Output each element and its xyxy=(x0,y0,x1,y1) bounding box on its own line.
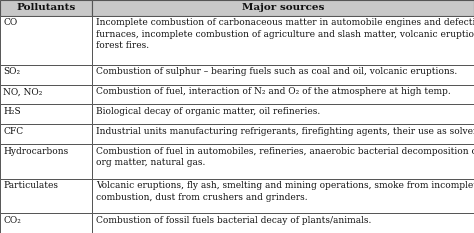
Text: Industrial units manufacturing refrigerants, firefighting agents, their use as s: Industrial units manufacturing refrigera… xyxy=(96,127,474,136)
Bar xyxy=(0,16,92,65)
Bar xyxy=(92,179,474,213)
Text: Volcanic eruptions, fly ash, smelting and mining operations, smoke from incomple: Volcanic eruptions, fly ash, smelting an… xyxy=(96,181,474,202)
Text: Combustion of sulphur – bearing fuels such as coal and oil, volcanic eruptions.: Combustion of sulphur – bearing fuels su… xyxy=(96,67,457,76)
Text: Combustion of fuel, interaction of N₂ and O₂ of the atmosphere at high temp.: Combustion of fuel, interaction of N₂ an… xyxy=(96,87,451,96)
Text: Combustion of fossil fuels bacterial decay of plants/animals.: Combustion of fossil fuels bacterial dec… xyxy=(96,216,371,225)
Text: Pollutants: Pollutants xyxy=(17,3,76,12)
Bar xyxy=(92,65,474,85)
Bar xyxy=(0,144,92,179)
Bar xyxy=(92,0,474,16)
Text: NO, NO₂: NO, NO₂ xyxy=(3,87,43,96)
Bar xyxy=(0,124,92,144)
Text: CO: CO xyxy=(3,18,18,27)
Bar xyxy=(92,16,474,65)
Text: CFC: CFC xyxy=(3,127,24,136)
Text: Particulates: Particulates xyxy=(3,181,58,190)
Text: Biological decay of organic matter, oil refineries.: Biological decay of organic matter, oil … xyxy=(96,107,320,116)
Text: Incomplete combustion of carbonaceous matter in automobile engines and defective: Incomplete combustion of carbonaceous ma… xyxy=(96,18,474,50)
Bar xyxy=(0,0,92,16)
Bar xyxy=(0,104,92,124)
Bar xyxy=(0,85,92,104)
Bar xyxy=(92,124,474,144)
Text: Combustion of fuel in automobiles, refineries, anaerobic bacterial decomposition: Combustion of fuel in automobiles, refin… xyxy=(96,147,474,167)
Bar xyxy=(0,213,92,233)
Text: H₂S: H₂S xyxy=(3,107,21,116)
Text: SO₂: SO₂ xyxy=(3,67,21,76)
Bar xyxy=(92,85,474,104)
Text: Hydrocarbons: Hydrocarbons xyxy=(3,147,69,156)
Bar xyxy=(92,144,474,179)
Bar xyxy=(92,104,474,124)
Text: CO₂: CO₂ xyxy=(3,216,21,225)
Bar xyxy=(0,179,92,213)
Text: Major sources: Major sources xyxy=(242,3,324,12)
Bar xyxy=(0,65,92,85)
Bar xyxy=(92,213,474,233)
